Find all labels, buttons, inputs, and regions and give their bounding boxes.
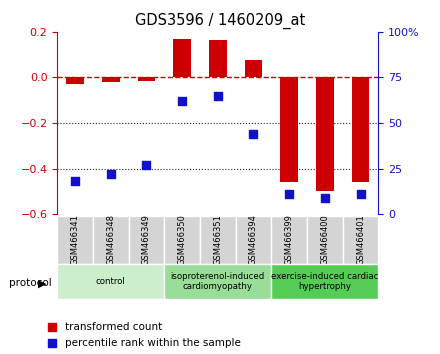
Point (48, 341, 55, 346)
Bar (209, 40, 227, 78)
Bar (271, 264, 378, 299)
Bar (164, 264, 271, 299)
Bar (280, 78, 298, 182)
Bar (57, 216, 93, 264)
Bar (128, 216, 164, 264)
Text: protocol: protocol (9, 278, 51, 288)
Point (48, 324, 55, 329)
Bar (271, 216, 307, 264)
Point (72, 178, 79, 184)
Text: isoproterenol-induced
cardiomyopathy: isoproterenol-induced cardiomyopathy (171, 272, 265, 291)
Text: exercise-induced cardiac
hypertrophy: exercise-induced cardiac hypertrophy (271, 272, 378, 291)
Text: GSM466351: GSM466351 (213, 215, 222, 265)
Bar (164, 216, 200, 264)
Bar (200, 216, 236, 264)
Point (143, 162, 150, 168)
Bar (245, 60, 262, 78)
Bar (352, 78, 370, 182)
Point (321, 195, 328, 201)
Text: GSM466341: GSM466341 (70, 215, 80, 265)
Bar (138, 78, 155, 81)
Text: GSM466350: GSM466350 (178, 215, 187, 265)
Text: control: control (96, 277, 125, 286)
Text: GSM466349: GSM466349 (142, 215, 151, 265)
Bar (57, 264, 164, 299)
Bar (93, 216, 128, 264)
Text: GSM466394: GSM466394 (249, 215, 258, 265)
Bar (173, 39, 191, 78)
Text: GDS3596 / 1460209_at: GDS3596 / 1460209_at (135, 12, 305, 29)
Text: GSM466399: GSM466399 (285, 215, 293, 265)
Bar (102, 78, 120, 82)
Text: percentile rank within the sample: percentile rank within the sample (65, 338, 241, 348)
Point (357, 191, 364, 197)
Bar (307, 216, 343, 264)
Text: GSM466401: GSM466401 (356, 215, 365, 265)
Point (107, 171, 114, 177)
Bar (316, 78, 334, 192)
Text: GSM466400: GSM466400 (320, 215, 330, 265)
Bar (343, 216, 378, 264)
Bar (236, 216, 271, 264)
Point (250, 131, 257, 137)
Text: transformed count: transformed count (65, 321, 162, 332)
Bar (66, 78, 84, 84)
Point (179, 98, 186, 104)
Text: GSM466348: GSM466348 (106, 214, 115, 266)
Point (286, 191, 293, 197)
Point (214, 93, 221, 98)
Text: ▶: ▶ (38, 278, 47, 288)
